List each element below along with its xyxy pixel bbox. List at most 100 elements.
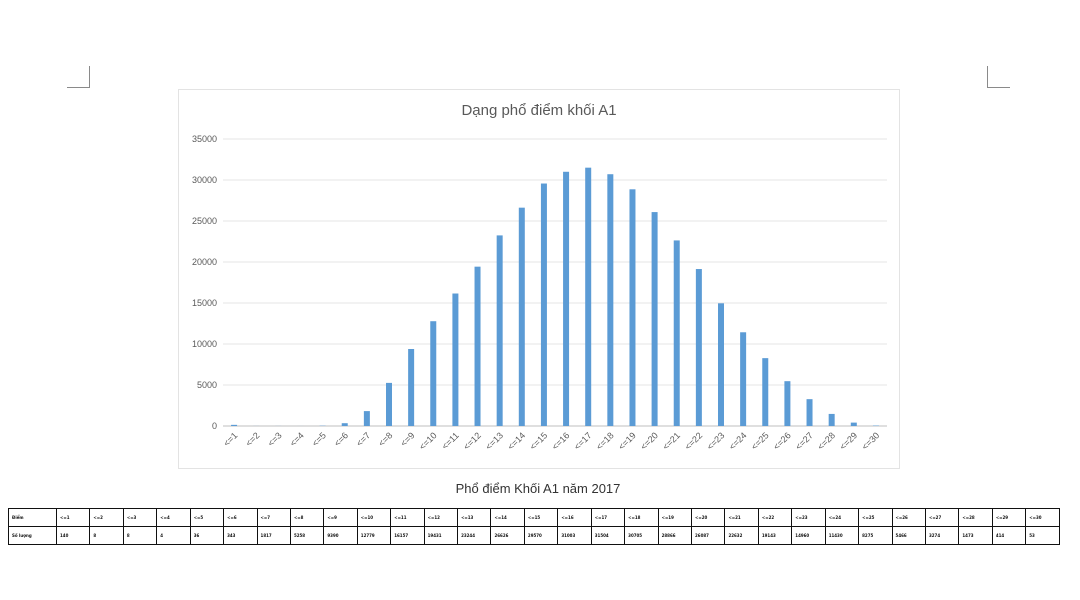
y-tick-label: 25000: [192, 216, 217, 226]
x-tick-label: <=14: [506, 430, 528, 452]
table-count-cell: 3274: [924, 526, 960, 545]
table-count-label: Số lượng: [8, 526, 57, 545]
x-tick-label: <=10: [417, 430, 439, 452]
bar[interactable]: [540, 183, 547, 426]
x-tick-label: <=19: [616, 430, 638, 452]
bar[interactable]: [452, 293, 459, 426]
table-count-cell: 5466: [891, 526, 926, 545]
table-count-row: Số lượng 140 8 8 4 36 343 1817 5258 9390 12779 161…: [8, 526, 1060, 545]
table-score-cell: <=6: [223, 508, 258, 527]
y-tick-label: 10000: [192, 339, 217, 349]
table-count-cell: 19143: [757, 526, 793, 545]
bar[interactable]: [563, 171, 570, 426]
x-tick-label: <=6: [332, 430, 350, 448]
x-tick-label: <=13: [483, 430, 505, 452]
figure-caption: Phổ điểm Khối A1 năm 2017: [455, 481, 621, 496]
bar[interactable]: [430, 321, 437, 426]
table-score-cell: <=14: [490, 508, 525, 527]
bar[interactable]: [828, 413, 835, 426]
table-count-cell: 16157: [390, 526, 425, 545]
y-tick-label: 35000: [192, 134, 217, 144]
x-tick-label: <=17: [572, 430, 594, 452]
y-tick-label: 5000: [197, 380, 217, 390]
x-tick-label: <=25: [749, 430, 771, 452]
bar[interactable]: [474, 266, 481, 426]
x-tick-label: <=7: [354, 430, 372, 448]
bar[interactable]: [518, 207, 525, 426]
table-count-cell: 12779: [356, 526, 392, 545]
table-count-cell: 4: [156, 526, 191, 545]
bar[interactable]: [408, 349, 415, 426]
table-score-cell: <=24: [824, 508, 860, 527]
bar[interactable]: [585, 167, 592, 426]
table-score-cell: <=21: [724, 508, 759, 527]
table-score-cell: <=19: [657, 508, 693, 527]
x-tick-label: <=12: [461, 430, 483, 452]
table-count-cell: 28866: [657, 526, 693, 545]
table-score-cell: <=30: [1025, 508, 1060, 527]
chart-title: Dạng phổ điểm khối A1: [461, 102, 617, 119]
x-tick-label: <=23: [705, 430, 727, 452]
table-score-cell: <=2: [89, 508, 124, 527]
table-score-cell: <=29: [991, 508, 1027, 527]
table-header-label: Điểm: [8, 508, 57, 527]
table-score-cell: <=28: [958, 508, 993, 527]
table-count-cell: 5258: [289, 526, 325, 545]
bar[interactable]: [850, 422, 857, 426]
table-score-cell: <=5: [189, 508, 225, 527]
bar[interactable]: [740, 332, 747, 426]
table-count-cell: 1817: [256, 526, 291, 545]
bar-chart: 0 5000 10000 15000 20000 25000 30000 35000 <=1 <=…: [192, 134, 887, 452]
table-score-cell: <=17: [590, 508, 626, 527]
bar[interactable]: [386, 382, 392, 426]
table-score-cell: <=18: [624, 508, 659, 527]
x-tick-label: <=28: [815, 430, 837, 452]
bar[interactable]: [231, 424, 238, 426]
bar[interactable]: [718, 303, 724, 426]
bar[interactable]: [762, 358, 769, 426]
bar[interactable]: [629, 189, 636, 426]
crop-mark-right: [987, 66, 1010, 88]
x-tick-label: <=3: [266, 430, 284, 448]
table-score-cell: <=27: [924, 508, 960, 527]
table-score-cell: <=7: [256, 508, 291, 527]
table-count-cell: 9390: [323, 526, 358, 545]
table-count-cell: 29570: [523, 526, 559, 545]
table-score-cell: <=26: [891, 508, 926, 527]
bar[interactable]: [784, 381, 791, 426]
x-tick-label: <=5: [310, 430, 328, 448]
bar[interactable]: [496, 235, 503, 426]
table-count-cell: 8: [122, 526, 158, 545]
table-score-cell: <=12: [423, 508, 459, 527]
chart-area[interactable]: Dạng phổ điểm khối A1 0 5000 10000 15000 200…: [178, 89, 900, 469]
table-count-cell: 30705: [624, 526, 659, 545]
table-score-cell: <=13: [457, 508, 492, 527]
bar[interactable]: [341, 423, 348, 426]
bar[interactable]: [806, 399, 813, 426]
bar[interactable]: [363, 411, 370, 426]
bar[interactable]: [673, 240, 680, 426]
y-tick-label: 20000: [192, 257, 217, 267]
table-count-cell: 26087: [691, 526, 726, 545]
table-score-cell: <=22: [757, 508, 793, 527]
x-tick-label: <=18: [594, 430, 616, 452]
table-count-cell: 36: [189, 526, 225, 545]
table-count-cell: 414: [991, 526, 1027, 545]
x-tick-label: <=30: [860, 430, 882, 452]
x-tick-label: <=8: [376, 430, 394, 448]
x-tick-label: <=11: [440, 430, 461, 451]
x-tick-label: <=9: [398, 430, 416, 448]
x-tick-label: <=21: [661, 430, 683, 452]
table-score-cell: <=9: [323, 508, 358, 527]
table-score-cell: <=4: [156, 508, 191, 527]
table-score-cell: <=20: [691, 508, 726, 527]
x-tick-label: <=27: [793, 430, 815, 452]
table-score-cell: <=25: [858, 508, 893, 527]
x-tick-label: <=4: [288, 430, 306, 448]
bar[interactable]: [607, 174, 614, 426]
x-tick-label: <=29: [838, 430, 860, 452]
bar[interactable]: [651, 212, 658, 426]
bar[interactable]: [695, 269, 702, 426]
y-tick-label: 30000: [192, 175, 217, 185]
table-score-cell: <=10: [356, 508, 392, 527]
